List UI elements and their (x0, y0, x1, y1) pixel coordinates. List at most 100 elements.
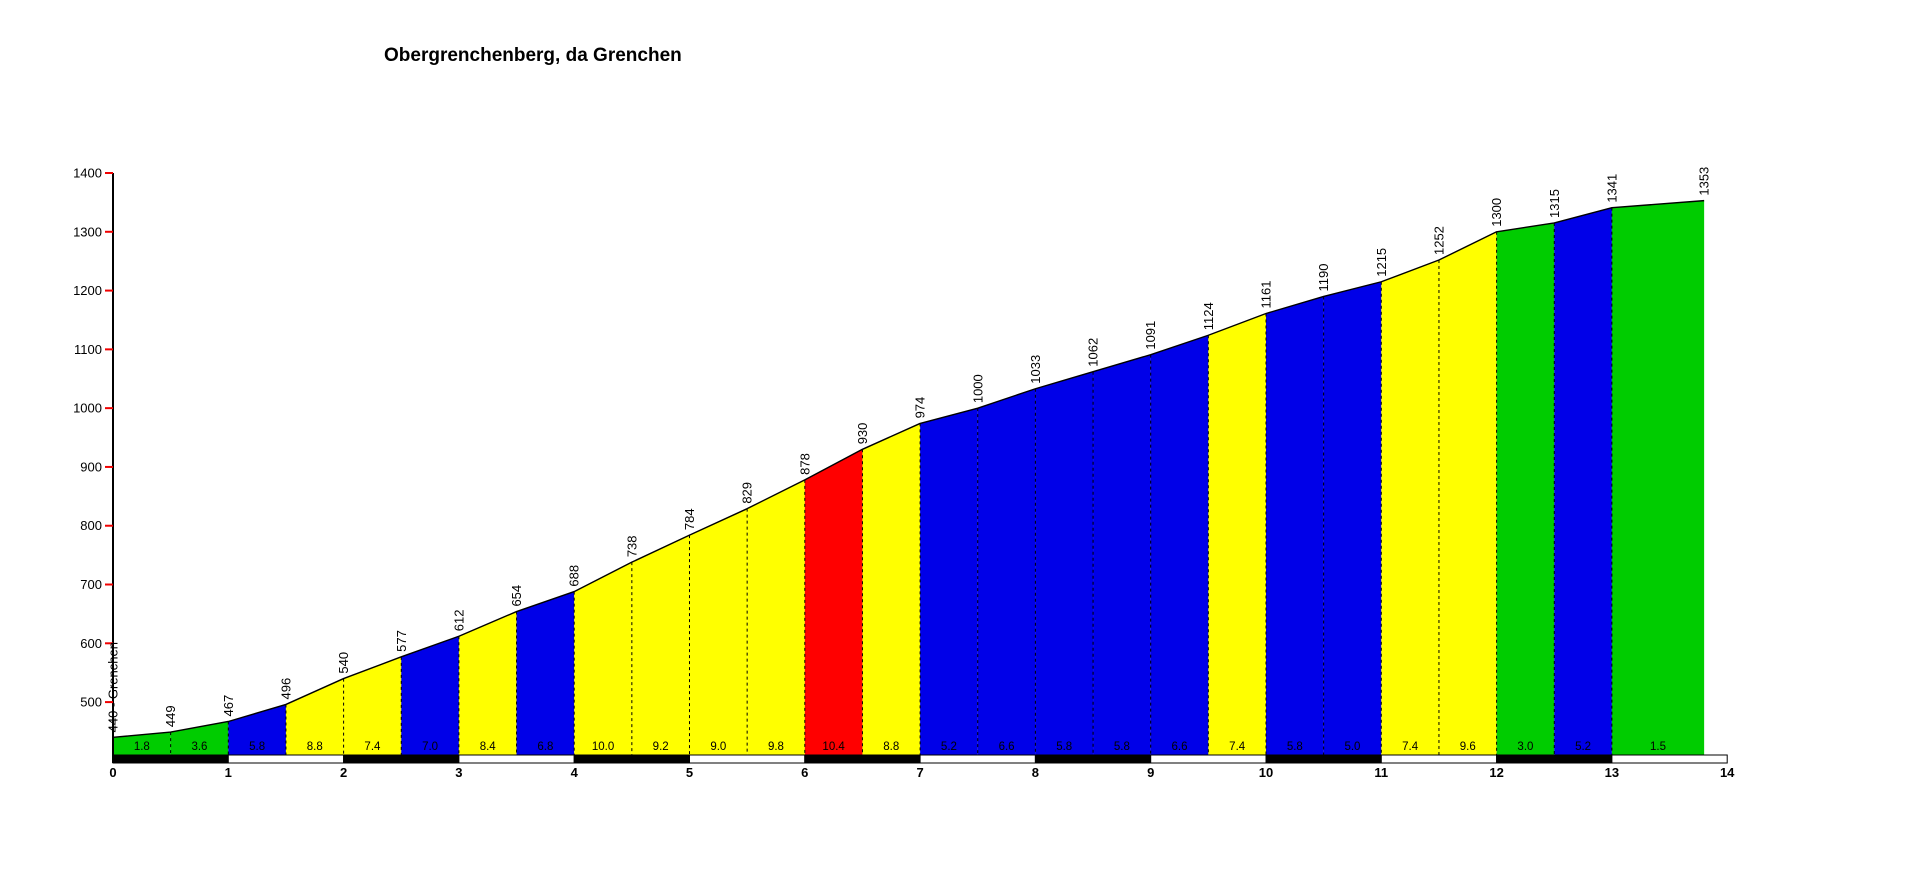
elevation-label: 878 (797, 453, 812, 475)
profile-segment (1496, 222, 1555, 755)
y-axis-tick-label: 1300 (73, 224, 102, 239)
elevation-label: 1341 (1604, 174, 1619, 203)
profile-segment (1611, 200, 1705, 755)
x-axis-tick-label: 3 (455, 765, 462, 780)
x-axis-tick-label: 9 (1147, 765, 1154, 780)
x-axis-tick-label: 7 (916, 765, 923, 780)
profile-segment (458, 611, 517, 755)
x-axis-tick-label: 10 (1259, 765, 1273, 780)
elevation-label: 1091 (1143, 321, 1158, 350)
x-axis-tick-label: 8 (1032, 765, 1039, 780)
elevation-label: 784 (682, 508, 697, 530)
profile-segment (1093, 354, 1151, 755)
profile-segment (1554, 207, 1612, 756)
elevation-label: 1161 (1259, 281, 1274, 309)
gradient-label: 7.4 (1229, 741, 1246, 753)
gradient-label: 5.0 (1344, 741, 1360, 753)
gradient-label: 5.8 (1114, 741, 1130, 753)
gradient-label: 5.2 (941, 741, 957, 753)
elevation-label: 1190 (1316, 263, 1331, 291)
x-axis-tick-label: 1 (225, 765, 232, 780)
gradient-label: 9.0 (710, 741, 726, 753)
km-bar-segment (1611, 754, 1728, 764)
km-bar-segment (689, 754, 806, 764)
km-bar-segment (1380, 754, 1498, 764)
elevation-label: 1033 (1028, 355, 1043, 384)
elevation-label: 467 (221, 695, 236, 717)
elevation-label: 974 (913, 397, 928, 419)
km-bar-segment (343, 754, 460, 764)
profile-segment (804, 449, 863, 755)
gradient-label: 8.8 (883, 741, 899, 753)
gradient-label: 10.0 (592, 741, 614, 753)
x-axis-tick-label: 2 (340, 765, 347, 780)
profile-segment (113, 732, 171, 755)
gradient-label: 3.6 (191, 741, 207, 753)
elevation-label: 440 - Grenchen (106, 642, 121, 732)
km-bar-segment (1034, 754, 1152, 764)
gradient-label: 9.8 (768, 741, 784, 753)
elevation-label: 1315 (1547, 189, 1562, 218)
profile-segment (747, 479, 805, 755)
profile-segment (1266, 296, 1324, 755)
gradient-label: 7.4 (1402, 741, 1419, 753)
km-bar-segment (919, 754, 1036, 764)
gradient-label: 9.6 (1460, 741, 1476, 753)
profile-segment (1438, 231, 1497, 756)
gradient-label: 3.0 (1517, 741, 1533, 753)
elevation-label: 1300 (1489, 198, 1504, 227)
profile-segment (343, 656, 402, 755)
profile-segment (516, 591, 575, 755)
y-axis-tick-label: 600 (80, 636, 102, 651)
profile-segment (228, 704, 286, 755)
x-axis-tick-label: 11 (1374, 765, 1388, 780)
y-axis-tick-label: 1200 (73, 283, 102, 298)
elevation-label: 1124 (1201, 302, 1216, 330)
y-axis-tick-label: 1000 (73, 401, 102, 416)
elevation-label: 577 (394, 630, 409, 652)
gradient-label: 5.8 (249, 741, 265, 753)
y-axis-tick-label: 500 (80, 695, 102, 710)
x-axis-tick-label: 12 (1489, 765, 1503, 780)
x-axis-tick-label: 13 (1605, 765, 1619, 780)
elevation-label: 1252 (1431, 226, 1446, 255)
elevation-label: 496 (278, 678, 293, 700)
km-bar-segment (573, 754, 691, 764)
y-axis-tick-label: 1400 (73, 166, 102, 181)
y-axis-tick-label: 800 (80, 518, 102, 533)
x-axis-tick-label: 6 (801, 765, 808, 780)
x-axis-tick-label: 0 (109, 765, 116, 780)
gradient-label: 7.4 (364, 741, 381, 753)
elevation-label: 738 (624, 535, 639, 557)
gradient-label: 9.2 (653, 741, 669, 753)
elevation-profile-line (112, 199, 1705, 739)
km-bar-segment (227, 754, 345, 764)
gradient-label: 5.8 (1056, 741, 1072, 753)
gradient-label: 10.4 (822, 741, 845, 753)
profile-segment (631, 535, 690, 755)
profile-segment (920, 408, 978, 755)
elevation-label: 1000 (970, 374, 985, 403)
km-bar-segment (458, 754, 575, 764)
elevation-label: 540 (336, 652, 351, 674)
gradient-label: 6.6 (1172, 741, 1188, 753)
gradient-label: 5.2 (1575, 741, 1591, 753)
profile-segment (862, 423, 921, 755)
gradient-label: 8.8 (307, 741, 323, 753)
km-bar-segment (1496, 754, 1613, 764)
gradient-label: 1.8 (134, 741, 150, 753)
profile-segment (574, 562, 632, 755)
elevation-label: 654 (509, 585, 524, 607)
profile-segment (1035, 371, 1094, 755)
x-axis-tick-label: 4 (571, 765, 579, 780)
elevation-label: 930 (855, 423, 870, 445)
km-bar-segment (804, 754, 921, 764)
km-bar-segment (1265, 754, 1382, 764)
chart-title: Obergrenchenberg, da Grenchen (384, 45, 682, 66)
elevation-label: 688 (567, 565, 582, 587)
y-axis-tick-label: 900 (80, 459, 102, 474)
profile-segment (1150, 335, 1209, 755)
km-bar-segment (112, 754, 229, 764)
